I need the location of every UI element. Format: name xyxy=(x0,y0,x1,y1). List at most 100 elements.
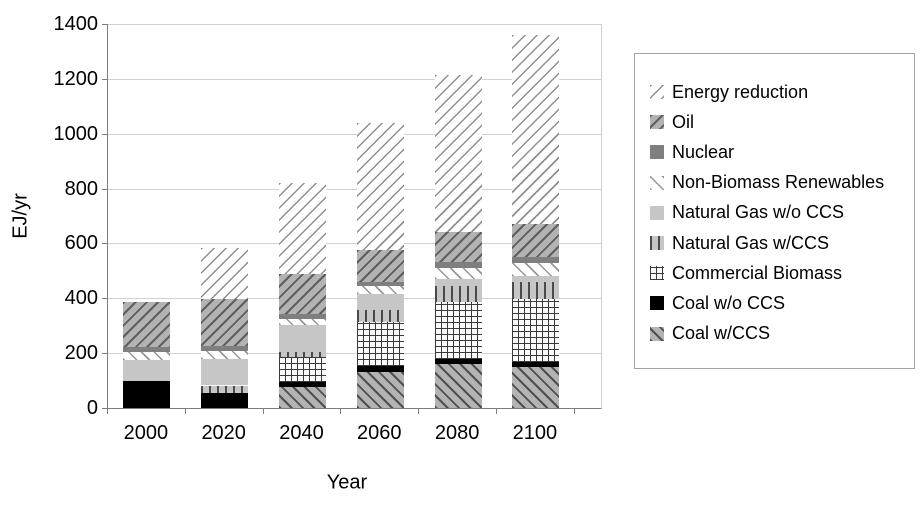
bar-segment xyxy=(356,249,404,282)
y-axis-title: EJ/yr xyxy=(9,193,32,239)
x-axis-tick xyxy=(184,409,186,414)
x-tick-label: 2100 xyxy=(512,422,558,444)
legend-swatch-icon xyxy=(650,145,664,160)
bar-segment xyxy=(512,223,560,257)
x-axis-tick xyxy=(107,409,108,414)
x-tick-label: 2060 xyxy=(357,422,402,444)
legend-label: Commercial Biomass xyxy=(672,262,843,283)
legend-item: Commercial Biomass xyxy=(650,258,914,288)
bar-segment xyxy=(356,281,404,286)
bar-segment xyxy=(201,392,249,408)
legend-label: Nuclear xyxy=(672,141,735,162)
bar-segment xyxy=(279,382,326,388)
x-tick-label: 2040 xyxy=(279,422,324,444)
legend-item: Non-Biomass Renewables xyxy=(650,168,914,198)
bar-segment xyxy=(434,231,482,262)
legend-label: Energy reduction xyxy=(672,81,809,102)
bar-segment xyxy=(279,313,326,319)
bar-segment xyxy=(201,385,249,393)
x-axis-tick xyxy=(418,409,420,414)
bar-segment xyxy=(356,285,404,295)
bar-segment xyxy=(512,298,560,363)
bar-segment xyxy=(123,380,171,408)
legend-label: Oil xyxy=(672,111,694,132)
y-axis-tick xyxy=(102,353,107,355)
x-axis-tick xyxy=(340,409,342,414)
bar-segment xyxy=(356,309,404,322)
y-tick-label: 1200 xyxy=(53,67,99,90)
legend-swatch-icon xyxy=(650,85,664,100)
bar-segment xyxy=(434,359,482,365)
bar-segment xyxy=(434,278,482,287)
bar-segment xyxy=(434,267,482,279)
bar-segment xyxy=(123,351,171,360)
legend-swatch-icon xyxy=(650,296,664,311)
y-tick-label: 200 xyxy=(64,342,98,365)
bar-segment xyxy=(201,298,249,346)
bar-segment xyxy=(279,325,326,353)
legend-item: Energy reduction xyxy=(650,77,914,107)
x-tick-label: 2000 xyxy=(123,422,169,444)
bar-segment xyxy=(123,301,171,347)
gridline xyxy=(108,243,601,245)
gridline xyxy=(108,298,601,300)
legend-item: Nuclear xyxy=(650,137,914,167)
bar-segment xyxy=(279,318,326,326)
bar-segment xyxy=(434,301,482,360)
bar-segment xyxy=(512,256,560,263)
bar-segment xyxy=(356,366,404,373)
legend-swatch-icon xyxy=(650,175,664,190)
legend-label: Non-Biomass Renewables xyxy=(672,172,885,193)
legend-swatch-icon xyxy=(650,115,664,130)
bar-segment xyxy=(279,183,326,274)
y-axis-tick xyxy=(102,133,107,135)
bar-segment xyxy=(434,364,482,408)
y-tick-label: 800 xyxy=(64,177,98,200)
x-tick-label: 2020 xyxy=(201,422,246,444)
gridline xyxy=(108,188,601,190)
y-tick-label: 1400 xyxy=(53,13,99,35)
x-axis-tick xyxy=(262,409,264,414)
legend-swatch-icon xyxy=(650,266,664,281)
bar-segment xyxy=(201,345,249,351)
legend-label: Coal w/o CCS xyxy=(672,292,786,313)
bar-segment xyxy=(279,273,326,314)
plot-area xyxy=(107,24,602,409)
bar-segment xyxy=(434,75,482,232)
bar-segment xyxy=(279,352,326,358)
bar-segment xyxy=(434,261,482,268)
gridline xyxy=(108,133,601,135)
y-tick-label: 600 xyxy=(64,232,98,255)
legend-label: Natural Gas w/CCS xyxy=(672,232,830,253)
legend-item: Coal w/o CCS xyxy=(650,288,914,318)
bar-segment xyxy=(356,123,404,250)
legend: Energy reduction Oil Nuclear Non-Biomass Re… xyxy=(634,53,915,369)
legend-swatch-icon xyxy=(650,205,664,220)
legend-item: Natural Gas w/CCS xyxy=(650,228,914,258)
y-axis-tick xyxy=(102,298,107,300)
y-axis-tick xyxy=(102,243,107,245)
bar-segment xyxy=(512,281,560,299)
y-tick-label: 400 xyxy=(64,287,98,310)
x-axis-tick xyxy=(496,409,497,414)
bar-segment xyxy=(201,350,249,359)
bar-segment xyxy=(434,286,482,302)
y-axis-tick xyxy=(102,78,107,80)
y-axis-tick xyxy=(102,24,107,25)
bar-segment xyxy=(123,346,171,352)
legend-item: Natural Gas w/o CCS xyxy=(650,198,914,228)
bar-segment xyxy=(279,387,326,408)
legend-label: Natural Gas w/o CCS xyxy=(672,202,845,223)
legend-swatch-icon xyxy=(650,236,664,251)
bar-segment xyxy=(356,294,404,310)
gridline xyxy=(108,353,601,355)
legend-swatch-icon xyxy=(650,326,664,341)
bar-segment xyxy=(512,35,560,224)
y-tick-label: 1000 xyxy=(53,122,99,145)
gridline xyxy=(108,78,601,80)
y-tick-label: 0 xyxy=(86,397,98,419)
y-axis-tick xyxy=(102,408,107,409)
bar-segment xyxy=(356,321,404,367)
bar-segment xyxy=(279,357,326,383)
